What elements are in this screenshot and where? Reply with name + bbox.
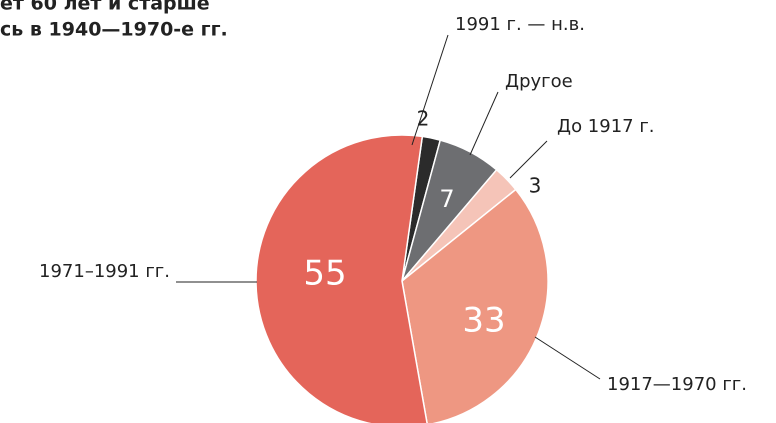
chart-title: сь в 1940—1970-е гг. xyxy=(0,19,228,41)
leader-line xyxy=(411,34,449,146)
leader-line xyxy=(469,91,499,156)
category-label: 1971–1991 гг. xyxy=(39,261,170,282)
pie-slice xyxy=(401,188,549,423)
value-label: 3 xyxy=(529,174,542,198)
pie-slice xyxy=(255,134,428,423)
value-label: 55 xyxy=(303,254,346,294)
value-label: 33 xyxy=(462,301,505,341)
value-label: 7 xyxy=(439,185,454,213)
category-label: 1991 г. — н.в. xyxy=(455,14,585,35)
category-label: До 1917 г. xyxy=(557,116,655,137)
value-label: 2 xyxy=(417,107,430,131)
chart-title: ет 60 лет и старше xyxy=(0,0,210,15)
leader-line xyxy=(509,140,548,179)
category-label: 1917—1970 гг. xyxy=(607,374,747,395)
category-label: Другое xyxy=(505,71,573,92)
leader-line xyxy=(534,336,601,380)
